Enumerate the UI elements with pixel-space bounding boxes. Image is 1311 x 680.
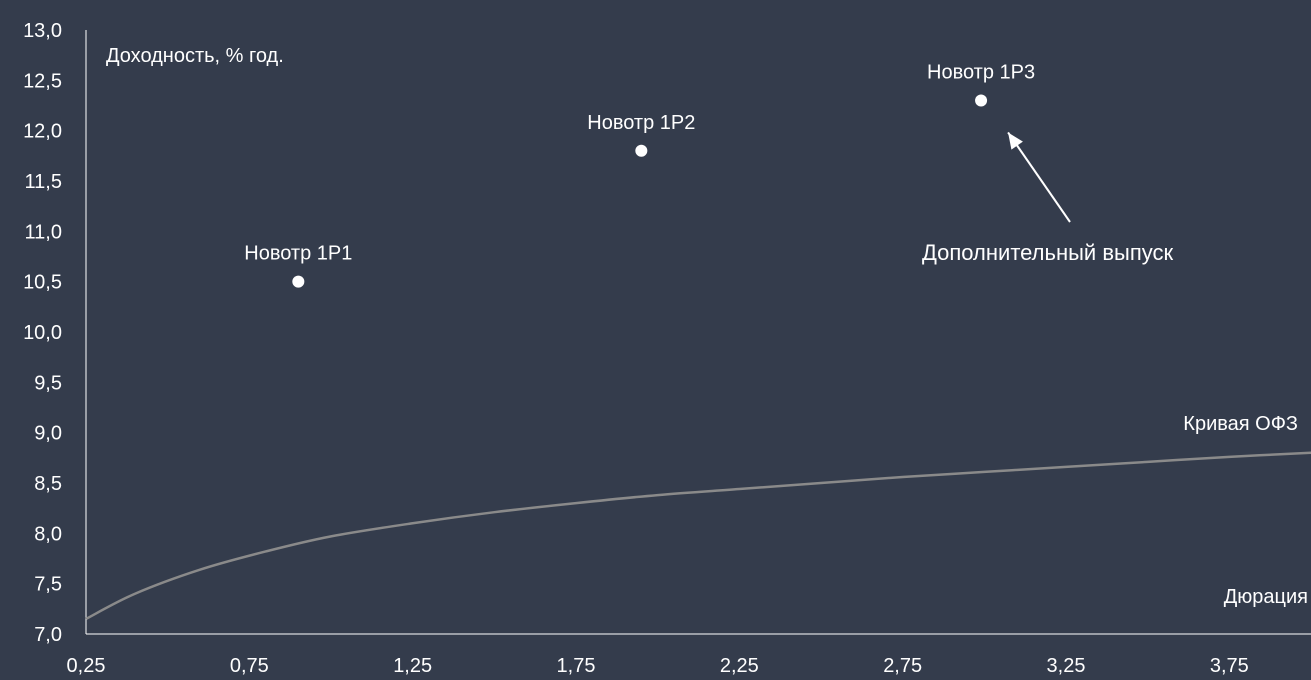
y-tick-label: 7,5 [34, 574, 62, 596]
x-tick-label: 2,25 [720, 655, 759, 677]
data-point [975, 94, 988, 107]
arrow-shaft [1007, 131, 1071, 223]
points-layer: Новотр 1Р1 Новотр 1Р2 Новотр 1Р3 [244, 61, 1035, 288]
x-tick-label: 3,75 [1210, 655, 1249, 677]
y-tick-label: 12,5 [23, 70, 62, 92]
x-tick-label: 3,25 [1047, 655, 1086, 677]
y-tick-label: 8,0 [34, 523, 62, 545]
data-point-label: Новотр 1Р3 [927, 61, 1035, 83]
x-tick-label: 0,75 [230, 655, 269, 677]
ofz-curve-line [85, 451, 1311, 621]
y-tick-label: 9,5 [34, 372, 62, 394]
y-axis-label: Доходность, % год. [106, 45, 284, 67]
y-tick-label: 11,5 [25, 171, 62, 193]
data-point [635, 144, 648, 157]
x-tick-label: 0,25 [67, 655, 106, 677]
x-axis-label: Дюрация [1224, 586, 1308, 608]
x-tick-label: 2,75 [883, 655, 922, 677]
curve-layer [85, 451, 1311, 621]
data-point-label: Новотр 1Р1 [244, 243, 352, 265]
annotation-label: Дополнительный выпуск [922, 240, 1173, 265]
y-tick-label: 11,0 [25, 221, 62, 243]
annotation-arrow [1007, 131, 1071, 223]
y-tick-label: 7,0 [34, 624, 62, 646]
x-tick-label: 1,75 [557, 655, 596, 677]
y-tick-label: 10,5 [23, 272, 62, 294]
data-point [292, 275, 305, 288]
data-point-label: Новотр 1Р2 [587, 112, 695, 134]
y-tick-label: 13,0 [23, 20, 62, 42]
axes: 7,0 7,5 8,0 8,5 9,0 9,5 10,0 10,5 11,0 11,5 12,0 12… [23, 20, 1311, 677]
curve-name-label: Кривая ОФЗ [1183, 413, 1298, 435]
x-tick-label: 1,25 [393, 655, 432, 677]
y-tick-label: 9,0 [34, 423, 62, 445]
y-tick-label: 12,0 [23, 121, 62, 143]
arrow-head [1008, 132, 1023, 150]
y-tick-label: 10,0 [23, 322, 62, 344]
y-tick-label: 8,5 [34, 473, 62, 495]
